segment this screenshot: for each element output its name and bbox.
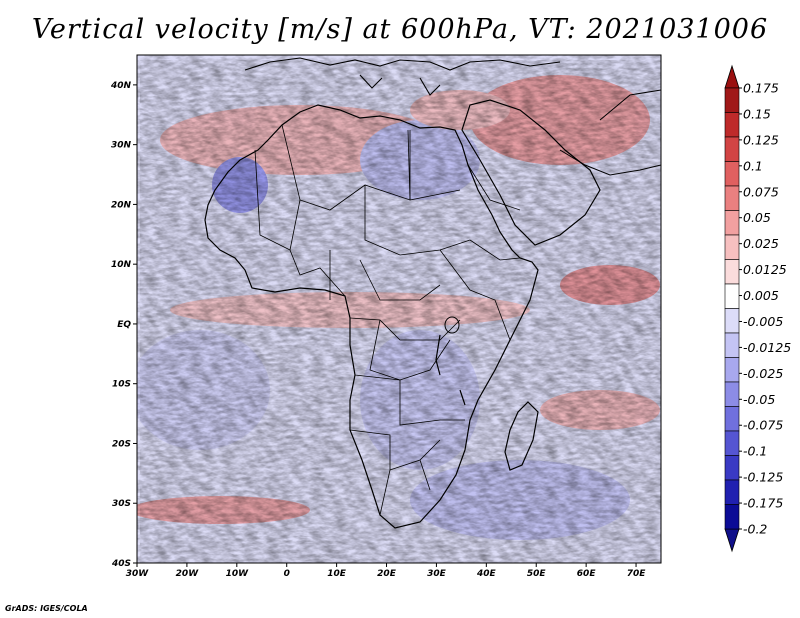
colorbar-label: 0.0125 [743, 262, 787, 277]
colorbar-label: -0.025 [743, 366, 783, 381]
colorbar-segment [724, 381, 740, 407]
colorbar-label: 0.125 [743, 132, 779, 147]
x-tick-label: 30W [126, 569, 150, 579]
x-tick-label: 0 [284, 569, 290, 579]
country-borders [254, 124, 521, 516]
border-line [349, 317, 461, 341]
x-tick-label: 20W [176, 569, 200, 579]
colorbar-segment [724, 210, 740, 236]
colorbar-segment [724, 259, 740, 285]
border-line [329, 250, 441, 301]
y-tick-label: 20S [112, 439, 131, 449]
colorbar-segment [724, 332, 740, 358]
field-noise-blue [140, 60, 661, 563]
africa-coastline [204, 104, 539, 529]
colorbar-label: 0.15 [743, 106, 771, 121]
grads-credit: GrADS: IGES/COLA [5, 604, 88, 613]
colorbar-label: -0.1 [743, 444, 767, 459]
colorbar-label: -0.2 [743, 522, 767, 537]
colorbar-label: 0.025 [743, 236, 779, 251]
border-line [354, 374, 465, 426]
colorbar-top-arrow [724, 64, 740, 89]
border-line [254, 149, 291, 251]
border-line [407, 129, 461, 201]
colorbar-segment [724, 161, 740, 187]
x-tick-label: 70E [627, 569, 647, 579]
y-tick-label: 30N [111, 141, 132, 151]
y-tick-label: EQ [117, 320, 131, 330]
y-tick-label: 10N [111, 260, 132, 270]
colorbar-label: -0.075 [743, 418, 783, 433]
x-axis: 30W 20W 10W 0 10E 20E 30E 40E 50E 60E 70E [126, 563, 646, 579]
y-tick-label: 30S [112, 499, 131, 509]
colorbar-segment [724, 479, 740, 505]
colorbar-segment [724, 357, 740, 383]
colorbar-bottom-arrow [724, 528, 740, 553]
colorbar-label: 0.075 [743, 184, 779, 199]
colorbar-segment [724, 283, 740, 309]
x-tick-label: 10W [226, 569, 250, 579]
border-line [467, 164, 521, 261]
colorbar-label: 0.175 [743, 81, 779, 96]
colorbar-label: 0.1 [743, 158, 763, 173]
border-line [379, 459, 431, 516]
colorbar-label: -0.0125 [743, 340, 791, 355]
y-tick-label: 10S [112, 380, 131, 390]
x-tick-label: 20E [377, 569, 397, 579]
colorbar-label: 0.005 [743, 288, 779, 303]
plot-frame [136, 54, 662, 564]
x-tick-label: 50E [527, 569, 547, 579]
europe-coastline [244, 57, 561, 96]
colorbar: 0.175 0.15 0.125 0.1 0.075 0.05 0.025 0.0125 0.0… [724, 64, 791, 553]
colorbar-segment [724, 406, 740, 432]
x-tick-label: 40E [476, 569, 497, 579]
lake-victoria [444, 316, 460, 334]
x-tick-label: 60E [577, 569, 597, 579]
colorbar-label: 0.05 [743, 210, 771, 225]
colorbar-label: -0.125 [743, 470, 783, 485]
y-tick-label: 40S [111, 559, 131, 569]
madagascar-coastline [504, 401, 539, 471]
colorbar-segment [724, 234, 740, 260]
y-tick-label: 20N [111, 200, 132, 210]
colorbar-segment [724, 185, 740, 211]
x-tick-label: 30E [427, 569, 447, 579]
colorbar-segment [724, 455, 740, 481]
y-tick-label: 40N [110, 81, 132, 91]
colorbar-label: -0.175 [743, 496, 783, 511]
colorbar-segment [724, 308, 740, 334]
map-title: Vertical velocity [m/s] at 600hPa, VT: 2… [31, 14, 769, 45]
border-line [439, 249, 511, 341]
colorbar-segment [724, 430, 740, 456]
border-line [289, 199, 346, 297]
colorbar-segment [724, 504, 740, 530]
persia-coastline [559, 89, 661, 176]
colorbar-label: -0.05 [743, 392, 775, 407]
y-axis: 40N 30N 20N 10N EQ 10S 20S 30S 40S [110, 81, 137, 569]
plot-area [137, 55, 661, 563]
x-tick-label: 10E [327, 569, 347, 579]
colorbar-segment [724, 87, 740, 113]
colorbar-segment [724, 112, 740, 138]
rift-lakes [435, 334, 466, 406]
colorbar-label: -0.005 [743, 314, 783, 329]
colorbar-segment [724, 136, 740, 162]
border-line [364, 185, 471, 256]
